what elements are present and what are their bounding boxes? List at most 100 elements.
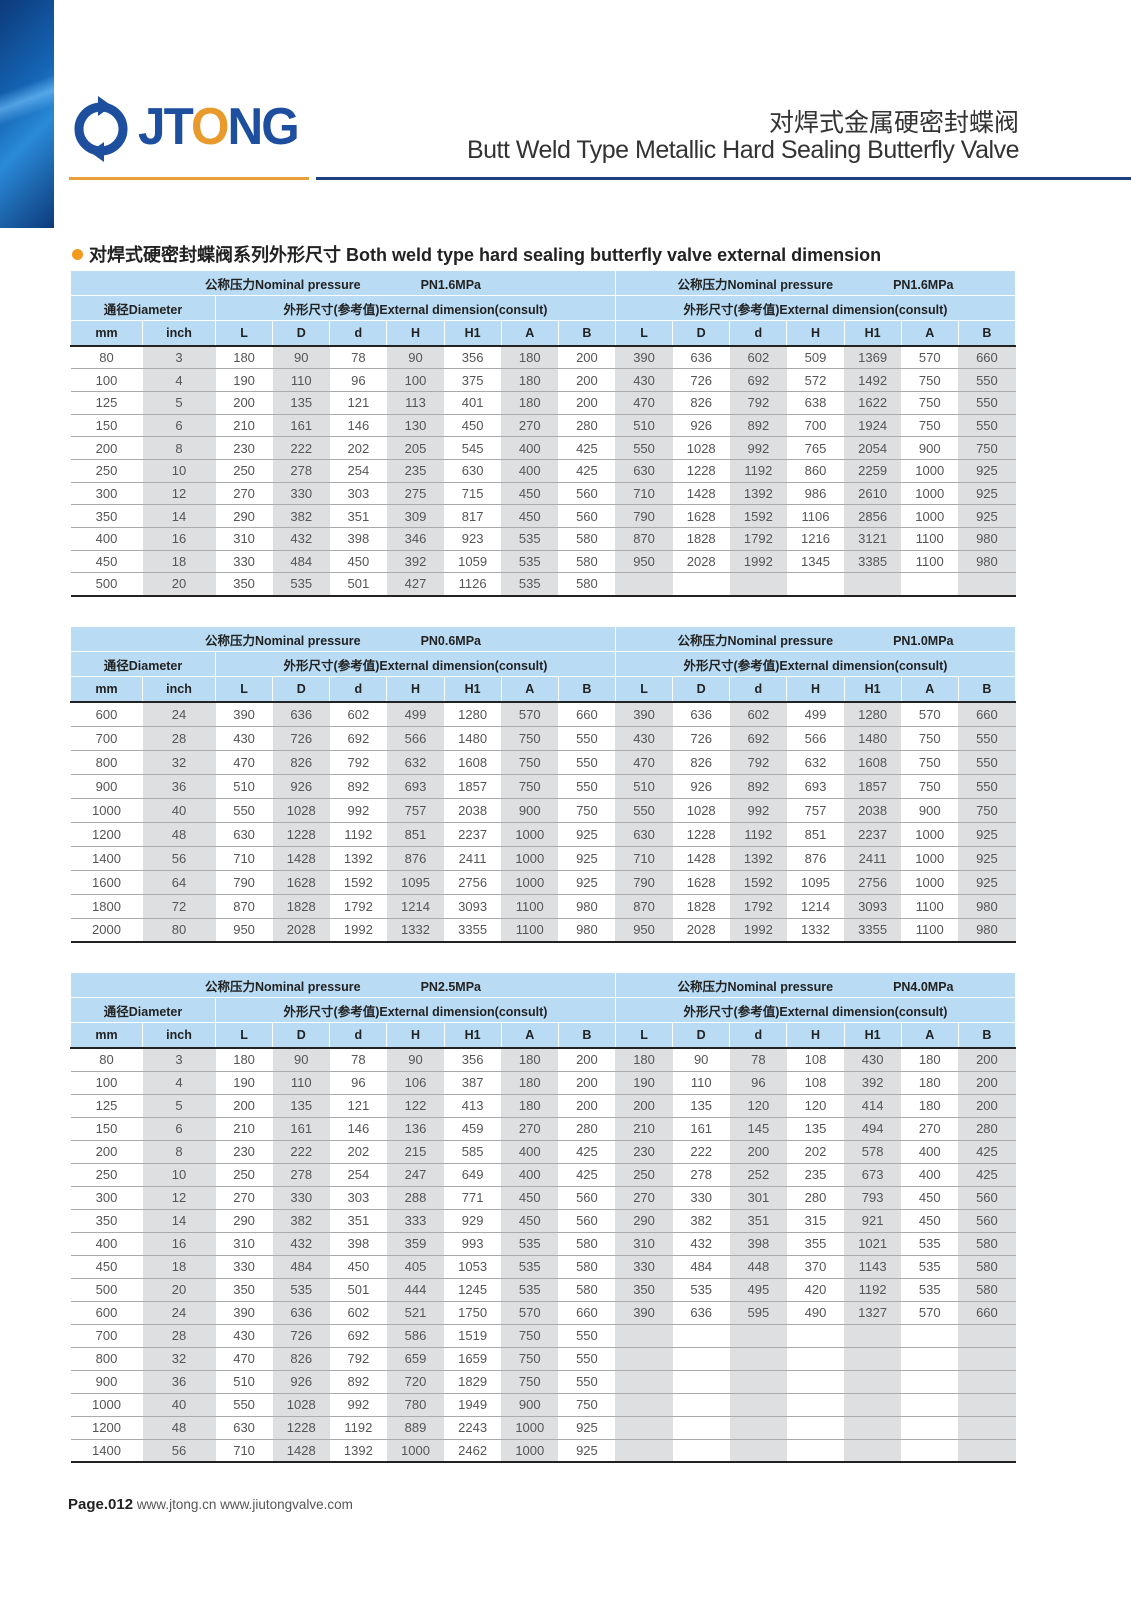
table-cell: 16: [142, 1232, 216, 1256]
table-cell: 750: [901, 414, 959, 438]
table-cell: 790: [615, 870, 673, 895]
table-cell: 1214: [786, 894, 845, 919]
table-cell: 432: [272, 527, 330, 551]
table-row: 1200 48 630 1228 1192 851 2237 1000 925 630 1228 11…: [70, 822, 1016, 847]
table-cell: 757: [786, 798, 845, 823]
column-header: D: [672, 1022, 731, 1049]
table-cell: 817: [444, 504, 502, 528]
table-row: 150 6 210 161 146 130 450 270 280 510 926 892 700 192…: [70, 414, 1016, 438]
table-cell: 414: [844, 1094, 902, 1118]
column-header: A: [900, 676, 959, 703]
table-cell: 580: [958, 1232, 1016, 1256]
table-cell: 450: [901, 1186, 959, 1210]
table-cell: 860: [786, 459, 845, 483]
table-cell: 793: [844, 1186, 902, 1210]
table-cell: 390: [615, 345, 673, 370]
table-cell: 1200: [70, 822, 143, 847]
column-header: d: [329, 320, 388, 347]
table-cell: 757: [386, 798, 445, 823]
table-cell: 1280: [844, 701, 902, 727]
table-cell: 580: [558, 550, 616, 574]
table-row: 100 4 190 110 96 100 375 180 200 430 726 692 572 1492…: [70, 368, 1016, 392]
table-cell: 510: [215, 774, 273, 799]
table-cell: [672, 1393, 730, 1417]
table-cell: 2610: [844, 482, 902, 506]
table-row: 450 18 330 484 450 392 1059 535 580 950 2028 1992 13…: [70, 550, 1016, 574]
pressure-header-row: 公称压力Nominal pressure PN0.6MPa 公称压力Nominal …: [70, 626, 1017, 652]
table-cell: 301: [729, 1186, 787, 1210]
table-cell: [615, 1439, 673, 1463]
table-cell: 632: [386, 750, 445, 775]
table-cell: 900: [501, 1393, 559, 1417]
table-cell: 180: [501, 1094, 559, 1118]
table-cell: 390: [615, 1301, 673, 1325]
table-cell: 1428: [672, 846, 730, 871]
table-cell: [729, 1347, 787, 1371]
table-cell: 330: [272, 482, 330, 506]
table-cell: 600: [70, 1301, 143, 1325]
table-cell: 2028: [672, 918, 730, 943]
table-cell: 1857: [844, 774, 902, 799]
column-header: H1: [843, 320, 902, 347]
table-cell: 250: [215, 1163, 273, 1187]
corner-decoration: [0, 0, 54, 228]
table-cell: 693: [786, 774, 845, 799]
page-number: Page.012: [68, 1496, 134, 1513]
table-cell: 926: [272, 774, 330, 799]
table-row: 80 3 180 90 78 90 356 180 200 180 90 78 108 430 180 200: [70, 1047, 1016, 1072]
table-cell: 96: [329, 368, 387, 392]
table-cell: 1828: [272, 894, 330, 919]
table-cell: 992: [329, 1393, 387, 1417]
table-cell: 190: [615, 1071, 673, 1095]
table-cell: 310: [215, 527, 273, 551]
table-cell: 200: [558, 345, 616, 370]
table-cell: 430: [615, 726, 673, 751]
table-cell: 535: [901, 1255, 959, 1279]
table-cell: 12: [142, 482, 216, 506]
table-cell: 470: [615, 391, 673, 415]
table-cell: 726: [272, 726, 330, 751]
table-cell: 925: [558, 1416, 616, 1440]
external-dimension-header: 外形尺寸(参考值)External dimension(consult): [614, 295, 1017, 321]
table-cell: 161: [672, 1117, 730, 1141]
table-cell: 560: [558, 1209, 616, 1233]
table-cell: 400: [501, 436, 559, 460]
table-cell: 992: [729, 436, 787, 460]
table-cell: 80: [70, 1047, 143, 1072]
table-cell: 750: [558, 1393, 616, 1417]
table-cell: 390: [215, 1301, 273, 1325]
column-header: L: [614, 320, 674, 347]
table-cell: 4: [142, 1071, 216, 1095]
table-cell: 18: [142, 550, 216, 574]
table-cell: 1992: [729, 550, 787, 574]
table-cell: 826: [272, 750, 330, 775]
table-cell: 90: [272, 345, 330, 370]
table-cell: 390: [215, 701, 273, 727]
table-cell: 275: [386, 482, 445, 506]
table-cell: 501: [329, 1278, 387, 1302]
company-logo: JTONG: [68, 92, 306, 162]
column-header: A: [900, 320, 959, 347]
table-cell: 254: [329, 1163, 387, 1187]
table-cell: 310: [215, 1232, 273, 1256]
table-cell: 180: [501, 1071, 559, 1095]
table-cell: 921: [844, 1209, 902, 1233]
table-cell: 800: [70, 750, 143, 775]
table-cell: 270: [215, 1186, 273, 1210]
table-cell: [786, 1416, 845, 1440]
table-cell: 200: [70, 1140, 143, 1164]
table-row: 600 24 390 636 602 499 1280 570 660 390 636 602 499 1…: [70, 701, 1016, 727]
table-cell: 550: [958, 368, 1016, 392]
table-cell: 24: [142, 1301, 216, 1325]
table-cell: 636: [272, 701, 330, 727]
table-cell: 400: [501, 459, 559, 483]
table-cell: 425: [958, 1140, 1016, 1164]
table-cell: 300: [70, 482, 143, 506]
external-dimension-header: 外形尺寸(参考值)External dimension(consult): [614, 997, 1017, 1023]
table-cell: 980: [958, 894, 1016, 919]
table-cell: 993: [444, 1232, 502, 1256]
table-cell: 750: [901, 368, 959, 392]
table-cell: 250: [70, 459, 143, 483]
table-cell: 1053: [444, 1255, 502, 1279]
